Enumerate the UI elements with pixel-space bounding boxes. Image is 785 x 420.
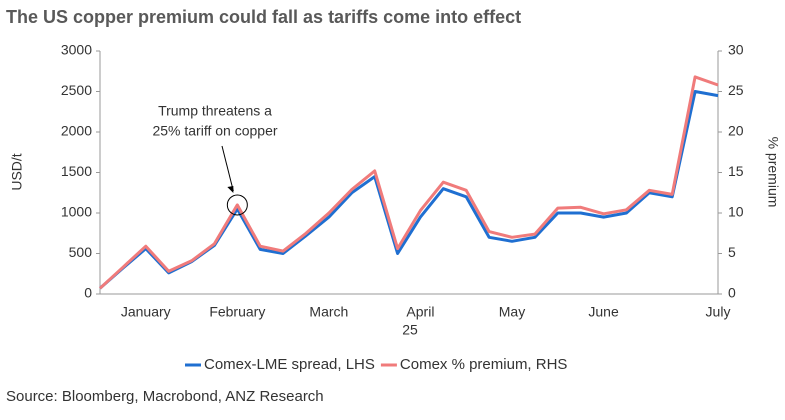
y-tick-label: 3000	[61, 42, 92, 58]
x-axis-label: 25	[402, 322, 418, 338]
legend-label: Comex % premium, RHS	[400, 356, 568, 373]
legend-label: Comex-LME spread, LHS	[204, 356, 375, 373]
x-tick-label: March	[309, 304, 348, 320]
y2-axis-label: % premium	[765, 137, 781, 208]
y2-tick-label: 25	[728, 82, 744, 98]
x-tick-label: June	[588, 304, 619, 320]
source: Source: Bloomberg, Macrobond, ANZ Resear…	[6, 388, 324, 405]
y-tick-label: 1500	[61, 163, 92, 179]
x-tick-label: April	[406, 304, 434, 320]
x-tick-label: July	[706, 304, 731, 320]
y2-tick-label: 5	[728, 244, 736, 260]
y2-tick-label: 10	[728, 204, 744, 220]
x-tick-label: February	[209, 304, 265, 320]
annotation-arrow	[221, 145, 234, 192]
y2-tick-label: 0	[728, 285, 736, 301]
y-tick-label: 2500	[61, 82, 92, 98]
annotation: Trump threatens a	[158, 103, 272, 119]
y-tick-label: 0	[84, 285, 92, 301]
y-axis-label: USD/t	[9, 153, 25, 190]
annotation-circle	[226, 194, 248, 216]
chart-title: The US copper premium could fall as tari…	[6, 7, 521, 27]
y2-tick-label: 20	[728, 123, 744, 139]
annotation: 25% tariff on copper	[152, 123, 277, 139]
annotation-arrowhead	[227, 185, 234, 193]
x-tick-label: May	[499, 304, 525, 320]
series-line	[98, 75, 719, 290]
y-tick-label: 2000	[61, 123, 92, 139]
y-tick-label: 500	[69, 244, 93, 260]
y-tick-label: 1000	[61, 204, 92, 220]
y2-tick-label: 30	[728, 42, 744, 58]
x-tick-label: January	[121, 304, 171, 320]
y2-tick-label: 15	[728, 163, 744, 179]
